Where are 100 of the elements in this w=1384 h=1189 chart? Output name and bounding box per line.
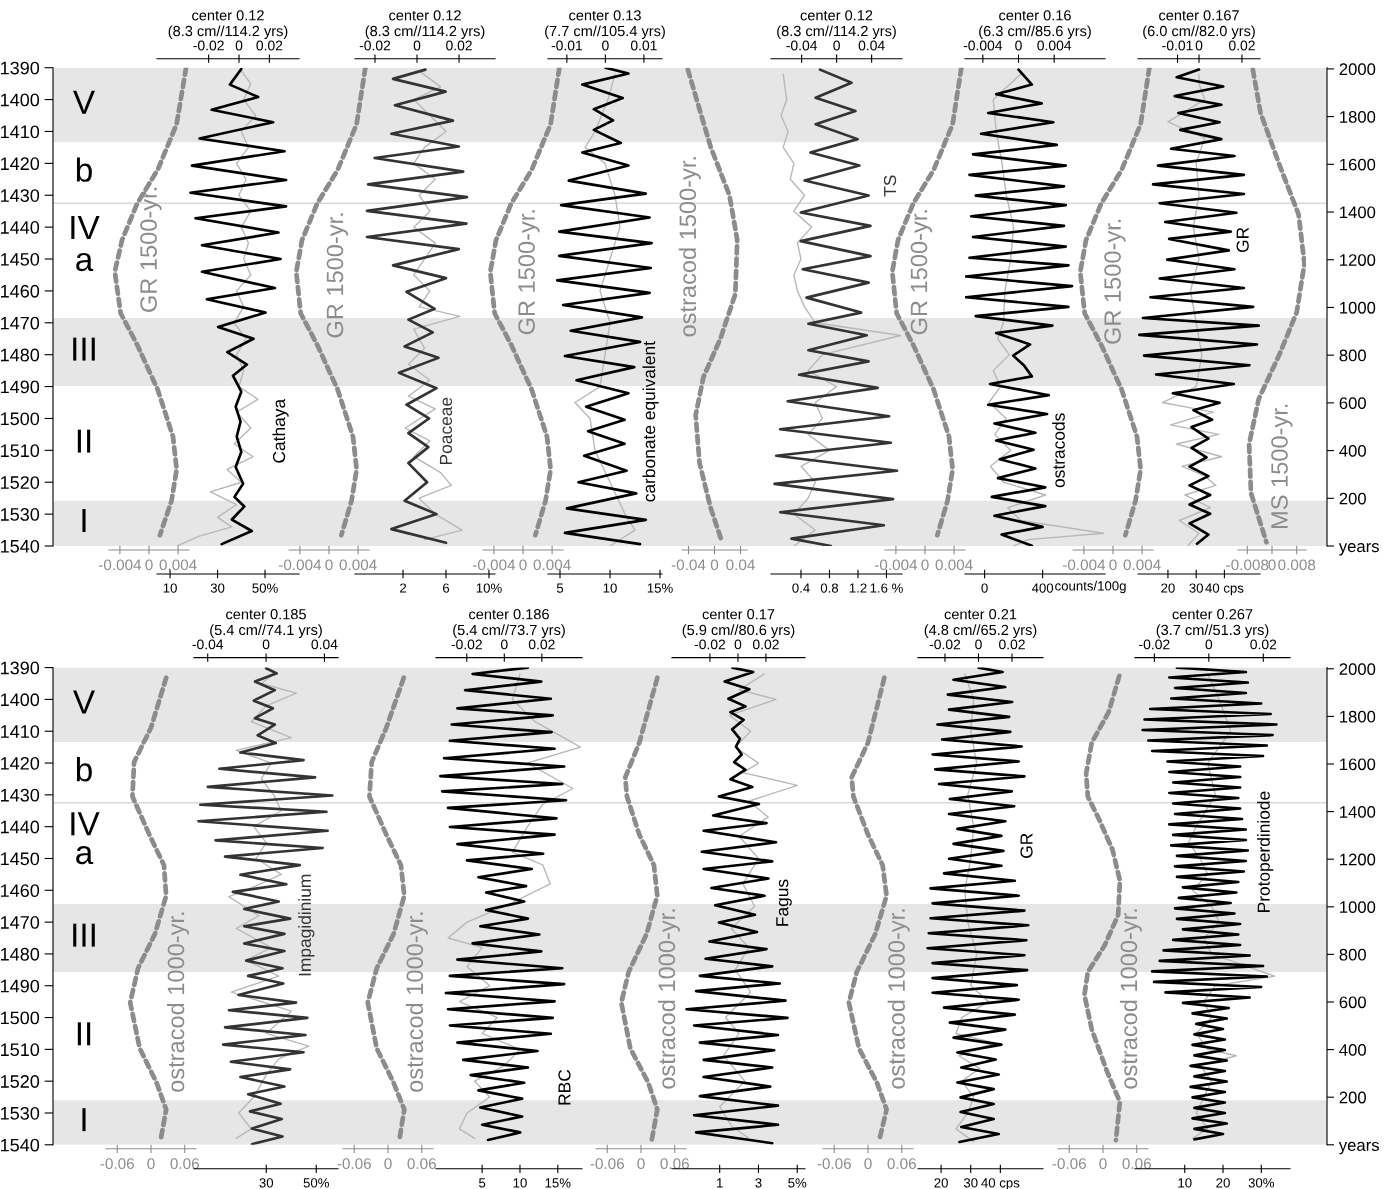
x-tick-label: 0 <box>145 559 153 571</box>
x2-axis-title: center 0.186 (5.4 cm//73.7 yrs) <box>453 609 565 638</box>
x2-axis-title: center 0.13 (7.7 cm//105.4 yrs) <box>545 10 665 40</box>
y-tick-label: 1450 <box>1 852 40 866</box>
x2-tick-label: -0.04 <box>786 40 818 51</box>
x2-tick-label: -0.02 <box>1139 639 1170 650</box>
x-tick-label: 5 <box>479 1178 486 1188</box>
text: a <box>76 845 94 865</box>
y-tick-label: 1520 <box>1 476 40 489</box>
text: MS 1500-yr. <box>1271 404 1293 528</box>
band-label: V <box>73 690 95 714</box>
x-tick-label: -0.06 <box>337 1158 371 1170</box>
y-tick-label: 1500 <box>1 1011 40 1025</box>
y2-tick-label: 2000 <box>1339 663 1376 675</box>
text: IV <box>71 812 100 836</box>
y2-tick-label: 600 <box>1339 397 1366 410</box>
x2-axis-title: center 0.12 (8.3 cm//114.2 yrs) <box>365 10 485 40</box>
x-tick-label: -0.06 <box>817 1158 851 1170</box>
x2-tick-label: 0.02 <box>528 639 555 650</box>
text: GR 1500-yr. <box>140 187 162 312</box>
band-label: I <box>82 1108 86 1132</box>
y2-tick-label: 1800 <box>1340 111 1376 123</box>
text: RBC <box>558 1069 571 1105</box>
x2-tick-label: 0.02 <box>1250 639 1277 650</box>
x2-tick-label: -0.02 <box>929 639 961 650</box>
x-tick-label: 0.06 <box>660 1158 689 1170</box>
y-tick-label: 1480 <box>1 947 40 961</box>
band-label: I <box>82 509 86 532</box>
x2-axis-title: center 0.12 (8.3 cm//114.2 yrs) <box>168 10 288 40</box>
x-tick-label: 20 <box>1161 583 1175 593</box>
x-tick-label: 0 <box>147 1158 155 1170</box>
x-tick-label: 0.004 <box>1123 559 1161 571</box>
y-tick-label: 1510 <box>1 1043 40 1057</box>
y-tick-label: 1510 <box>1 444 40 458</box>
y-tick-label: 1540 <box>1 1138 40 1152</box>
y2-tick-label: 400 <box>1339 444 1366 457</box>
x-tick-label: 0 <box>981 583 988 593</box>
text: a <box>76 252 94 272</box>
x-tick-label: 0.008 <box>1278 559 1316 571</box>
x-tick-label: 0.004 <box>159 559 197 571</box>
x-tick-label: 1.2 <box>849 583 867 593</box>
y-tick-label: 1410 <box>1 725 40 738</box>
x2-tick-label: -0.02 <box>694 639 726 650</box>
text: GR 1500-yr. <box>910 210 933 335</box>
text: II <box>77 1022 91 1046</box>
text: Protoperdiniode <box>1257 791 1274 912</box>
text: TS <box>883 175 897 197</box>
x2-tick-label: -0.004 <box>963 40 1003 51</box>
y2-tick-label: 1000 <box>1340 301 1376 314</box>
x2-tick-label: 0 <box>1015 40 1022 51</box>
x-tick-label: 0 <box>1268 559 1276 571</box>
x-tick-label: 50% <box>303 1178 329 1188</box>
x2-tick-label: -0.01 <box>551 40 583 51</box>
text: Cathaya <box>272 398 289 463</box>
y2-tick-label: years <box>1338 1141 1379 1155</box>
x2-tick-label: -0.01 <box>1162 40 1193 51</box>
x-tick-label: 0.06 <box>887 1158 916 1170</box>
x-tick-label: -0.06 <box>1052 1158 1086 1170</box>
y2-tick-label: 1200 <box>1340 853 1376 866</box>
x-tick-label: 0.04 <box>726 559 755 571</box>
x-tick-label: 0 <box>519 559 527 571</box>
x-tick-label: 30% <box>1248 1178 1275 1188</box>
x-tick-label: 0.004 <box>339 559 377 571</box>
x2-tick-label: 0.04 <box>858 40 885 51</box>
x-tick-label: 30 <box>1189 583 1203 593</box>
x-tick-label: 0 <box>921 559 929 571</box>
x-tick-label: 5 <box>556 583 564 593</box>
x-tick-label: 30 <box>210 583 225 593</box>
x-tick-label: -0.004 <box>472 559 516 571</box>
y2-tick-label: 1400 <box>1340 805 1376 818</box>
x-tick-label: 30 <box>963 1178 978 1188</box>
x-tick-label: 0.06 <box>407 1158 436 1170</box>
x2-axis-title: center 0.16 (6.3 cm//85.6 yrs) <box>979 10 1091 40</box>
x-tick-label: -0.004 <box>98 559 142 571</box>
y-tick-label: 1440 <box>1 820 40 834</box>
x2-tick-label: 0 <box>1195 40 1203 51</box>
x2-tick-label: 0 <box>235 40 243 51</box>
text: II <box>77 429 91 453</box>
y-tick-label: 1390 <box>1 661 40 675</box>
x-tick-label: 0 <box>1109 559 1117 571</box>
x-tick-label: 0.06 <box>170 1158 199 1170</box>
y2-tick-label: 200 <box>1339 492 1366 505</box>
text: ostracod 1000-yr. <box>887 909 910 1089</box>
x-tick-label: -0.06 <box>100 1158 134 1170</box>
x-tick-label: -0.008 <box>1226 559 1269 571</box>
x2-tick-label: 0 <box>500 639 508 650</box>
x-tick-label: 0.8 <box>820 583 839 593</box>
x-tick-label: 20 <box>934 1178 948 1188</box>
x-tick-label: -0.06 <box>590 1158 624 1170</box>
x-tick-label: 3 <box>755 1178 762 1188</box>
x-tick-label: 2 <box>400 583 407 593</box>
x2-tick-label: 0.004 <box>1037 40 1072 51</box>
text: ostracods <box>1052 413 1065 488</box>
x-tick-label: 0.004 <box>533 559 571 571</box>
y-tick-label: 1480 <box>1 348 40 362</box>
x2-tick-label: -0.02 <box>451 639 482 650</box>
x2-tick-label: 0.02 <box>752 639 779 650</box>
x2-tick-label: 0 <box>734 639 742 650</box>
y-tick-label: 1450 <box>1 252 40 266</box>
x2-axis-title: center 0.12 (8.3 cm//114.2 yrs) <box>777 10 896 40</box>
